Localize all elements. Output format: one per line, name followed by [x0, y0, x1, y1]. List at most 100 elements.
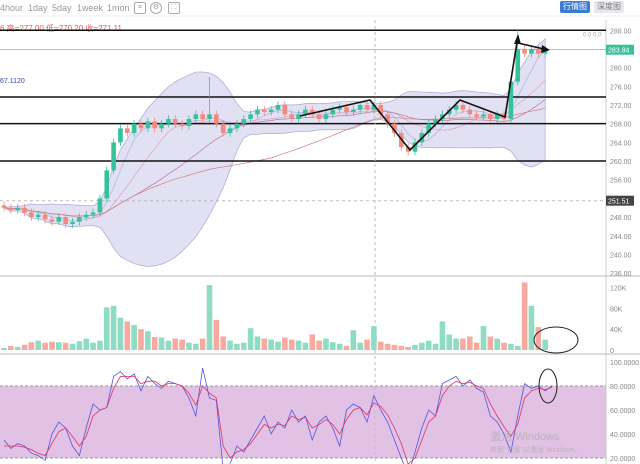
volume-bar — [186, 342, 192, 350]
volume-bar — [220, 336, 226, 350]
candle-body — [63, 217, 68, 225]
volume-bar — [336, 343, 343, 350]
volume-bar — [542, 339, 548, 350]
price-tick-label: 256.00 — [610, 178, 632, 185]
settings-icon[interactable]: ⚙ — [150, 2, 162, 14]
volume-bar — [179, 339, 185, 350]
crosshair-price-label: 251.51 — [608, 199, 630, 206]
volume-bar — [384, 343, 391, 350]
candle-body — [330, 109, 336, 115]
candle-body — [378, 105, 384, 115]
volume-bar — [42, 342, 48, 350]
volume-bar — [158, 337, 165, 350]
volume-bar — [268, 339, 274, 350]
volume-tick-label: 0 — [610, 348, 614, 355]
price-tick-label: 272.00 — [610, 103, 632, 110]
candle-body — [467, 109, 473, 115]
candle-body — [481, 114, 486, 117]
volume-bar — [138, 329, 144, 350]
chart-type-icon[interactable]: ⌗ — [134, 2, 146, 14]
candle-body — [111, 142, 116, 171]
candle-body — [529, 48, 534, 54]
candle-body — [405, 147, 411, 152]
bollinger-band — [2, 38, 546, 267]
candle-body — [1, 205, 7, 208]
watermark-text: 激活 Windows — [490, 429, 560, 443]
candle-body — [227, 128, 233, 134]
candle-body — [289, 114, 294, 120]
arrow-head-icon — [514, 34, 521, 44]
last-price-badge — [606, 44, 634, 55]
fullscreen-icon[interactable]: ⛶ — [168, 2, 180, 14]
candle-body — [186, 119, 192, 127]
candle-body — [385, 114, 390, 124]
timeframe-1mon[interactable]: 1mon — [107, 3, 130, 13]
arrow-head-icon — [541, 45, 550, 53]
volume-bar — [295, 340, 302, 350]
candle-body — [179, 123, 185, 127]
candle-body — [412, 142, 418, 152]
candle-body — [351, 109, 356, 113]
volume-bar — [460, 338, 466, 350]
candle-body — [515, 48, 521, 82]
volume-bar — [398, 345, 405, 350]
candle-body — [316, 114, 322, 120]
toolbar: 4hour 1day 5day 1week 1mon ⌗ ⚙ ⛶ 行情图 深度图 — [0, 0, 640, 16]
candle-body — [193, 114, 199, 120]
candle-body — [309, 109, 315, 115]
volume-bar — [432, 343, 439, 350]
candle-body — [536, 48, 541, 54]
price-tick-label: 244.00 — [610, 234, 632, 241]
volume-bar — [439, 321, 446, 350]
volume-bar — [480, 326, 487, 350]
rsi-tick-label: 20.0000 — [610, 456, 635, 463]
candle-body — [97, 198, 103, 213]
candle-body — [77, 217, 82, 222]
trend-annotation — [299, 35, 519, 152]
volume-bar — [8, 345, 14, 350]
timeframe-1day[interactable]: 1day — [28, 3, 48, 13]
volume-bar — [247, 328, 254, 350]
volume-bar — [528, 305, 535, 350]
volume-bar — [145, 331, 151, 350]
candle-body — [337, 107, 342, 110]
candle-body — [522, 48, 527, 54]
price-tick-label: 240.00 — [610, 252, 632, 259]
volume-bar — [282, 337, 288, 350]
candle-body — [255, 109, 260, 115]
timeframe-5day[interactable]: 5day — [52, 3, 72, 13]
volume-bar — [90, 342, 96, 350]
volume-bar — [357, 342, 363, 350]
volume-bar — [377, 341, 384, 350]
volume-bar — [124, 321, 131, 350]
candle-body — [426, 123, 431, 134]
candle-body — [488, 114, 493, 120]
volume-bar — [261, 338, 268, 350]
annotation-circle — [533, 326, 579, 354]
volume-tick-label: 120K — [610, 286, 627, 293]
timeframe-1week[interactable]: 1week — [77, 3, 104, 13]
volume-bar — [316, 340, 322, 350]
volume-bar — [76, 341, 83, 350]
depth-view-button[interactable]: 深度图 — [594, 1, 624, 13]
candle-body — [200, 114, 205, 120]
candle-body — [166, 119, 171, 124]
candle-view-button[interactable]: 行情图 — [560, 1, 590, 13]
timeframe-4hour[interactable]: 4hour — [0, 3, 24, 13]
volume-bar — [467, 336, 473, 350]
moving-average-line-3 — [3, 107, 546, 217]
candle-body — [29, 212, 34, 218]
candle-body — [323, 114, 329, 120]
candle-body — [508, 81, 514, 120]
price-tick-label: 288.00 — [610, 28, 632, 35]
volume-bar — [103, 307, 110, 350]
volume-bar — [69, 343, 76, 350]
price-tick-label: 268.00 — [610, 122, 632, 129]
volume-bar — [473, 342, 480, 350]
volume-bar — [234, 343, 240, 350]
volume-bar — [309, 334, 316, 350]
volume-bar — [508, 343, 514, 350]
candle-body — [262, 109, 267, 113]
volume-bar — [371, 326, 377, 350]
